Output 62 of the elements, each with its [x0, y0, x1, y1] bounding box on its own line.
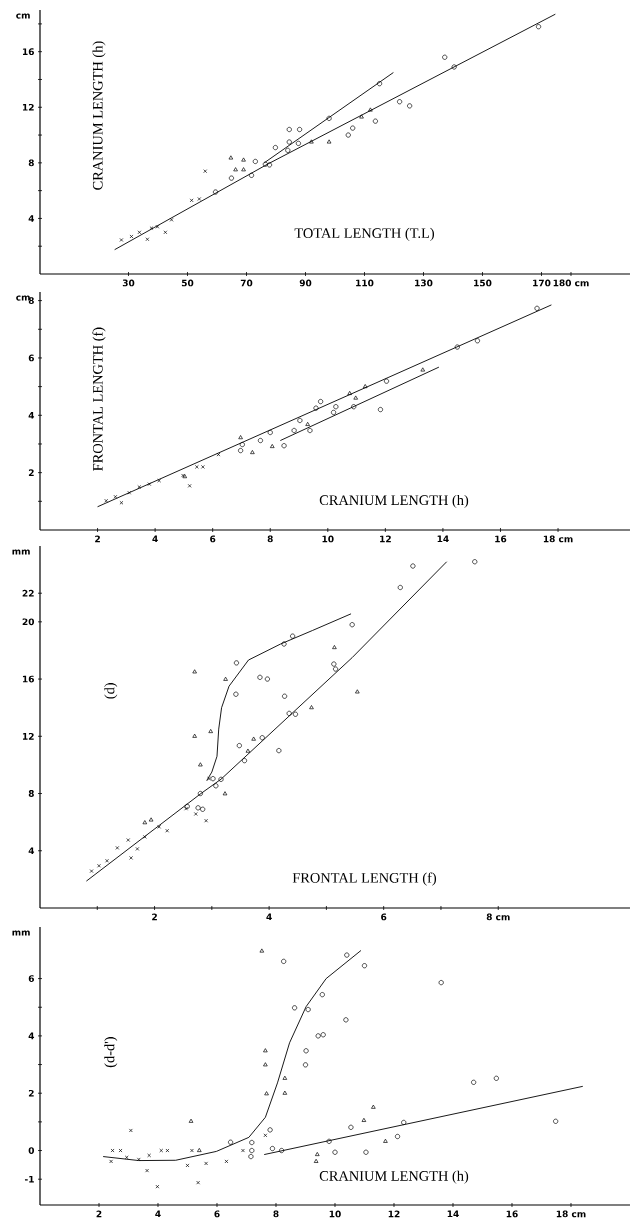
y-axis-title: (d-d'): [104, 1037, 118, 1068]
x-tick-label: 14: [437, 535, 449, 543]
y-tick-label: 20: [22, 618, 35, 626]
x-tick-label: 12: [380, 535, 391, 543]
y-tick-label: 16: [22, 675, 34, 683]
x-tick-label: 18 cm: [543, 535, 573, 543]
x-tick-label: 30: [122, 279, 135, 287]
x-tick-label: 14: [447, 1210, 459, 1218]
y-tick-label: 4: [28, 1032, 35, 1040]
x-axis-title: CRANIUM LENGTH (h): [319, 1170, 469, 1184]
x-tick-label: 6: [381, 913, 387, 921]
y-axis-title: CRANIUM LENGTH (h): [92, 41, 106, 190]
y-tick-label: 8: [28, 790, 34, 797]
x-tick-label: 6: [214, 1210, 220, 1218]
x-tick-label: 8: [267, 535, 273, 543]
x-tick-label: 6: [210, 535, 216, 543]
x-tick-label: 8: [273, 1210, 279, 1218]
x-tick-label: 8 cm: [486, 913, 510, 921]
y-tick-label: 2: [28, 1089, 34, 1097]
x-tick-label: 16: [495, 535, 507, 543]
text: cm: [16, 295, 30, 301]
x-tick-label: 2: [95, 535, 100, 543]
y-tick-label: 12: [22, 103, 34, 111]
text: mm: [12, 930, 30, 936]
x-tick-label: 170: [533, 279, 551, 287]
y-tick-label: 8: [28, 159, 34, 167]
x-tick-label: 10: [322, 535, 334, 543]
y-tick-label: 22: [22, 589, 34, 597]
y-tick-label: 4: [28, 412, 35, 419]
x-tick-label: 130: [415, 279, 433, 287]
x-tick-label: 2: [96, 1210, 102, 1218]
x-tick-label: 12: [388, 1210, 400, 1218]
y-tick-label: 4: [28, 215, 35, 222]
x-tick-label: 110: [356, 279, 374, 287]
x-tick-label: 10: [329, 1210, 341, 1218]
x-tick-label: 150: [474, 279, 492, 287]
x-tick-label: 18 cm: [556, 1210, 586, 1218]
y-tick-label: 16: [22, 48, 34, 56]
y-tick-label: -1: [24, 1175, 34, 1183]
y-tick-label: 2: [28, 469, 34, 476]
y-axis-title: (d): [104, 683, 118, 699]
y-tick-label: 12: [22, 732, 34, 740]
x-tick-label: 70: [240, 279, 253, 287]
text: mm: [12, 549, 30, 555]
x-tick-label: 50: [181, 279, 194, 287]
x-axis-title: TOTAL LENGTH (T.L): [294, 227, 434, 241]
y-axis-title: FRONTAL LENGTH (f): [92, 327, 106, 471]
y-tick-label: 6: [28, 975, 34, 982]
x-tick-label: 180 cm: [553, 279, 589, 287]
text: cm: [16, 13, 30, 19]
x-tick-label: 90: [299, 279, 312, 287]
y-tick-label: 0: [28, 1147, 35, 1154]
y-tick-label: 4: [28, 847, 35, 855]
x-tick-label: 4: [266, 913, 272, 921]
x-tick-label: 4: [155, 1210, 161, 1218]
x-tick-label: 4: [152, 535, 158, 543]
x-tick-label: 16: [506, 1210, 518, 1218]
x-axis-title: CRANIUM LENGTH (h): [319, 494, 469, 508]
y-tick-label: 8: [28, 297, 34, 304]
x-axis-title: FRONTAL LENGTH (f): [292, 872, 437, 886]
x-tick-label: 2: [152, 913, 157, 921]
y-tick-label: 6: [28, 354, 34, 362]
